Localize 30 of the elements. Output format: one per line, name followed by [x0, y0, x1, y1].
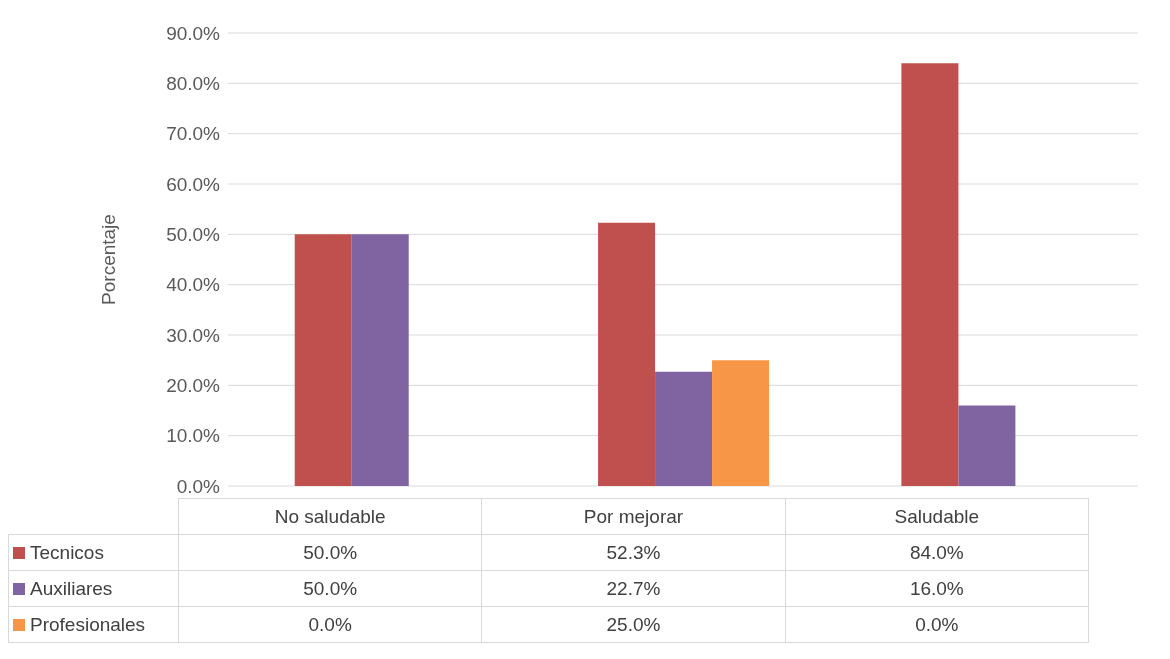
- data-label: 16.0%: [785, 570, 1089, 607]
- legend-label: Tecnicos: [8, 534, 179, 571]
- y-tick-label: 40.0%: [166, 274, 221, 296]
- bar: [351, 234, 409, 486]
- y-tick-label: 30.0%: [166, 324, 221, 346]
- x-tick-label: No saludable: [178, 498, 482, 535]
- y-axis-title: Porcentaje: [97, 214, 119, 305]
- y-tick-label: 0.0%: [176, 475, 221, 497]
- data-label: 52.3%: [481, 534, 786, 571]
- data-label: 0.0%: [785, 606, 1089, 643]
- y-tick-label: 60.0%: [166, 173, 221, 195]
- y-tick-label: 80.0%: [166, 73, 221, 95]
- y-tick-label: 10.0%: [166, 425, 221, 447]
- bar: [294, 234, 352, 486]
- x-tick-label: Saludable: [785, 498, 1089, 535]
- data-label: 25.0%: [481, 606, 786, 643]
- y-tick-label: 70.0%: [166, 123, 221, 145]
- y-tick-label: 50.0%: [166, 224, 221, 246]
- bar: [901, 63, 959, 486]
- bar: [655, 371, 713, 486]
- data-label: 22.7%: [481, 570, 786, 607]
- bar: [958, 405, 1016, 486]
- x-tick-label: Por mejorar: [481, 498, 786, 535]
- data-label: 84.0%: [785, 534, 1089, 571]
- y-tick-label: 90.0%: [166, 22, 221, 44]
- legend-label: Auxiliares: [8, 570, 179, 607]
- bar: [598, 222, 656, 486]
- y-tick-label: 20.0%: [166, 375, 221, 397]
- bar: [712, 360, 770, 486]
- legend-label: Profesionales: [8, 606, 179, 643]
